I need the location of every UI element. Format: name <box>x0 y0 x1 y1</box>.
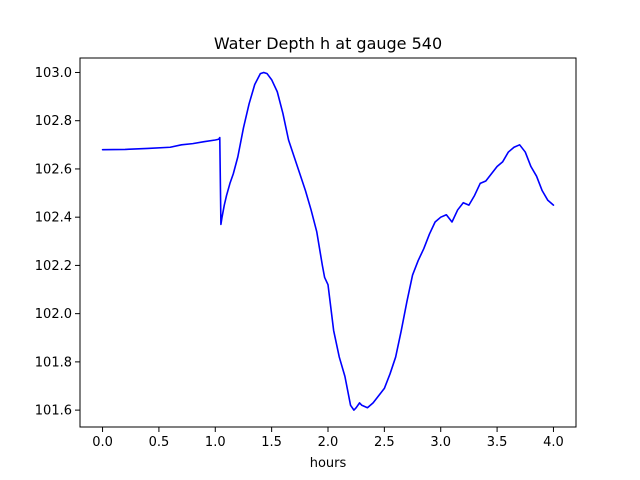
y-tick-label: 102.4 <box>35 211 72 226</box>
y-axis-ticks: 101.6 101.8 102.0 102.2 102.4 102.6 102.8 103.0 <box>35 66 80 419</box>
plot-frame <box>79 57 577 428</box>
x-axis-label: hours <box>310 456 347 471</box>
x-tick-label: 4.0 <box>543 435 564 450</box>
y-tick-label: 101.6 <box>35 404 72 419</box>
x-tick-label: 2.0 <box>318 435 339 450</box>
y-tick-label: 101.8 <box>35 355 72 370</box>
y-tick-label: 102.0 <box>35 307 72 322</box>
y-tick-label: 102.2 <box>35 259 72 274</box>
x-tick-label: 0.0 <box>92 435 113 450</box>
x-tick-label: 2.5 <box>374 435 395 450</box>
chart-title: Water Depth h at gauge 540 <box>214 34 442 53</box>
x-tick-label: 3.5 <box>487 435 508 450</box>
x-axis-ticks: 0.0 0.5 1.0 1.5 2.0 2.5 3.0 3.5 4.0 <box>92 427 564 450</box>
x-tick-label: 1.0 <box>205 435 226 450</box>
x-tick-label: 1.5 <box>261 435 282 450</box>
series-line-0 <box>101 71 555 411</box>
x-tick-label: 0.5 <box>149 435 170 450</box>
y-tick-label: 103.0 <box>35 66 72 81</box>
y-tick-label: 102.8 <box>35 114 72 129</box>
x-tick-label: 3.0 <box>430 435 451 450</box>
plot-area <box>101 71 555 411</box>
y-tick-label: 102.6 <box>35 162 72 177</box>
